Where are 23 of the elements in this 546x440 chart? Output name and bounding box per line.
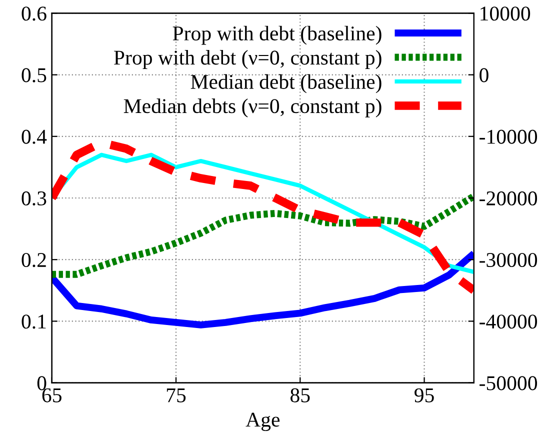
y-tick-label: 0.1 bbox=[22, 314, 46, 329]
x-tick-label: 75 bbox=[166, 388, 186, 402]
legend-label: Median debt (baseline) bbox=[190, 74, 382, 94]
y-tick-label: 0.5 bbox=[22, 68, 46, 82]
legend-label: Median debts (ν=0, constant p) bbox=[124, 98, 382, 118]
y-tick-label: 0.6 bbox=[22, 6, 46, 21]
x-tick-label: 85 bbox=[290, 388, 310, 402]
y2-tick-label: -20000 bbox=[480, 191, 538, 206]
y2-tick-label: 10000 bbox=[480, 6, 530, 21]
y2-tick-label: 0 bbox=[480, 68, 488, 82]
y2-tick-label: -40000 bbox=[480, 314, 538, 329]
y2-tick-label: -50000 bbox=[480, 376, 538, 390]
legend-label: Prop with debt (ν=0, constant p) bbox=[114, 50, 382, 69]
x-tick-label: 95 bbox=[414, 388, 434, 402]
y2-tick-label: -30000 bbox=[480, 252, 538, 268]
y-tick-label: 0.3 bbox=[22, 191, 46, 206]
y-tick-label: 0.4 bbox=[22, 130, 47, 144]
x-axis-title: Age bbox=[246, 412, 280, 432]
y2-tick-label: -10000 bbox=[480, 130, 538, 144]
x-tick-label: 65 bbox=[42, 388, 62, 402]
legend-label: Prop with debt (baseline) bbox=[172, 26, 382, 45]
y-tick-label: 0.2 bbox=[22, 252, 46, 268]
y-tick-label: 0 bbox=[37, 376, 46, 390]
